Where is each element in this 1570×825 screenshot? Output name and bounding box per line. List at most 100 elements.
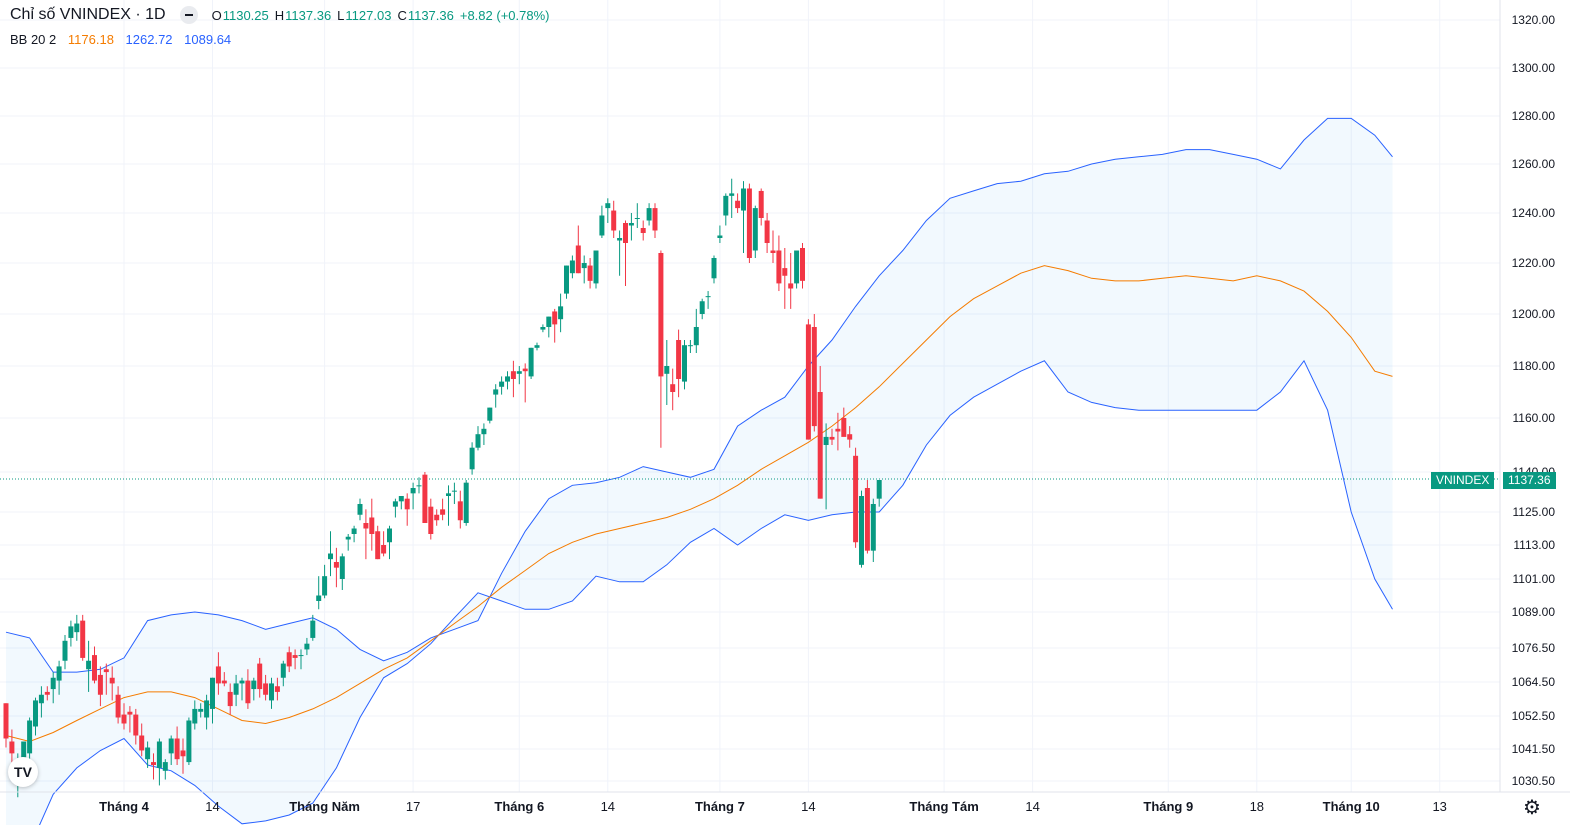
- candle-body: [776, 250, 782, 284]
- candle: [316, 576, 322, 610]
- candle-body: [723, 195, 729, 216]
- candle: [127, 706, 133, 733]
- candle: [493, 384, 499, 408]
- candle-body: [227, 691, 233, 707]
- candle: [351, 525, 357, 543]
- candle-body: [168, 738, 174, 754]
- y-tick-label: 1076.50: [1512, 641, 1556, 655]
- candle: [463, 480, 469, 526]
- candle-body: [516, 371, 522, 374]
- candle: [428, 498, 434, 540]
- x-tick-label: Tháng 9: [1143, 799, 1193, 814]
- y-tick-label: 1220.00: [1512, 256, 1556, 270]
- candle-body: [292, 655, 298, 658]
- candle: [640, 220, 646, 241]
- candle-body: [528, 347, 534, 377]
- candle: [162, 759, 168, 780]
- y-tick-label: 1030.50: [1512, 774, 1556, 788]
- candle: [74, 614, 80, 641]
- candle: [558, 293, 564, 333]
- candle: [292, 649, 298, 670]
- candle: [717, 225, 723, 243]
- indicator-legend[interactable]: BB 20 2 1176.18 1262.72 1089.64: [10, 32, 239, 47]
- candle-body: [103, 669, 109, 673]
- symbol-title[interactable]: Chỉ số VNINDEX · 1D: [10, 6, 166, 23]
- candle-body: [457, 501, 463, 521]
- candle-body: [752, 208, 758, 251]
- candle: [823, 423, 829, 510]
- candle: [97, 666, 103, 707]
- x-tick-label: Tháng 6: [494, 799, 544, 814]
- last-price-value-label: 1137.36: [1503, 472, 1556, 489]
- y-tick-label: 1260.00: [1512, 157, 1556, 171]
- candle-body: [735, 200, 741, 209]
- candle: [788, 253, 794, 309]
- candle: [711, 255, 717, 284]
- y-tick-label: 1180.00: [1513, 359, 1556, 373]
- candle: [192, 700, 198, 730]
- candle: [687, 340, 693, 353]
- candle: [103, 663, 109, 695]
- candle: [593, 250, 599, 289]
- candle-body: [794, 250, 800, 284]
- candle: [599, 205, 605, 238]
- candle: [876, 480, 882, 507]
- candle: [516, 366, 522, 385]
- candle: [859, 490, 864, 568]
- candle-body: [27, 720, 33, 754]
- tradingview-logo-icon[interactable]: TV: [8, 757, 38, 787]
- candle: [617, 230, 623, 276]
- bb-upper-value: 1262.72: [125, 32, 173, 47]
- bollinger-band-fill: [6, 118, 1393, 825]
- candle-body: [422, 474, 428, 523]
- candle: [145, 741, 151, 768]
- x-tick-label: Tháng Tám: [909, 799, 978, 814]
- gear-icon[interactable]: ⚙: [1523, 797, 1541, 819]
- candle-body: [186, 720, 192, 763]
- candle: [569, 255, 575, 279]
- candle: [233, 674, 239, 707]
- candle-body: [870, 504, 876, 551]
- candle-body: [86, 660, 92, 670]
- x-tick-label: 14: [601, 799, 615, 814]
- candle-body: [705, 296, 711, 298]
- candle-body: [127, 711, 133, 715]
- candle-body: [180, 750, 186, 757]
- candle: [387, 525, 392, 560]
- candle-body: [853, 455, 859, 543]
- candle-body: [699, 301, 705, 314]
- x-tick-label: Tháng Năm: [289, 799, 360, 814]
- candle-body: [210, 677, 215, 709]
- candle: [623, 220, 628, 286]
- candle-body: [670, 384, 676, 392]
- candle: [440, 498, 446, 521]
- candle-body: [481, 428, 487, 435]
- candle-body: [398, 496, 404, 502]
- candle-body: [139, 735, 145, 751]
- candle: [870, 498, 876, 562]
- candle: [333, 547, 339, 588]
- candle-body: [245, 680, 251, 704]
- candle-body: [552, 311, 558, 325]
- candle-body: [817, 392, 823, 499]
- candle-body: [322, 576, 328, 596]
- candle-body: [257, 663, 263, 690]
- candle: [510, 360, 516, 398]
- x-tick-label: Tháng 4: [99, 799, 150, 814]
- candle: [381, 531, 387, 557]
- candle: [357, 498, 363, 521]
- candle: [263, 674, 269, 701]
- candle: [864, 480, 870, 554]
- candle: [392, 498, 398, 518]
- candle-body: [328, 553, 333, 560]
- eye-icon[interactable]: [179, 6, 198, 24]
- x-tick-label: 14: [801, 799, 815, 814]
- candle: [9, 729, 15, 765]
- candle-body: [274, 686, 280, 692]
- candle: [746, 183, 752, 263]
- candle: [174, 726, 180, 765]
- candle-body: [428, 506, 434, 534]
- candle-body: [569, 260, 575, 274]
